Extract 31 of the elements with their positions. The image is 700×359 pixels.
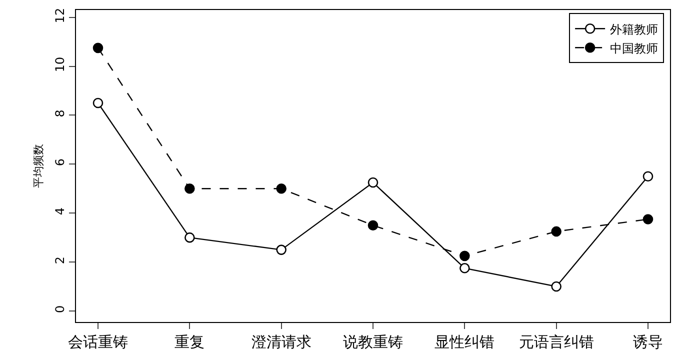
point xyxy=(642,214,654,224)
point xyxy=(184,183,195,194)
x-tick-label: 显性纠错 xyxy=(434,333,495,351)
point xyxy=(276,244,286,255)
x-tick-label: 会话重铸 xyxy=(68,333,128,351)
point xyxy=(184,232,195,243)
point xyxy=(368,220,378,230)
x-tick-label: 说教重铸 xyxy=(343,333,403,351)
point xyxy=(460,263,470,274)
legend-label: 中国教师 xyxy=(610,41,658,56)
point xyxy=(642,171,654,182)
point xyxy=(460,250,470,262)
y-axis-title: 平均频数 xyxy=(32,144,45,188)
x-tick-label: 诱导 xyxy=(633,333,663,351)
y-tick-label: 8 xyxy=(53,110,68,118)
y-tick-label: 10 xyxy=(53,56,68,72)
point xyxy=(551,226,562,237)
x-tick-label: 澄清请求 xyxy=(251,333,312,351)
point xyxy=(92,42,104,54)
legend-label: 外籍教师 xyxy=(610,22,658,36)
point xyxy=(551,281,562,292)
point xyxy=(276,183,286,194)
y-tick-label: 6 xyxy=(53,158,68,166)
y-tick-label: 12 xyxy=(53,8,68,24)
y-tick-label: 4 xyxy=(53,207,68,216)
y-tick-label: 0 xyxy=(53,305,68,314)
y-tick-label: 2 xyxy=(53,256,68,264)
x-tick-label: 元语言纠错 xyxy=(518,333,594,351)
point xyxy=(92,98,104,108)
x-tick-label: 重复 xyxy=(174,333,205,351)
point xyxy=(368,177,378,188)
